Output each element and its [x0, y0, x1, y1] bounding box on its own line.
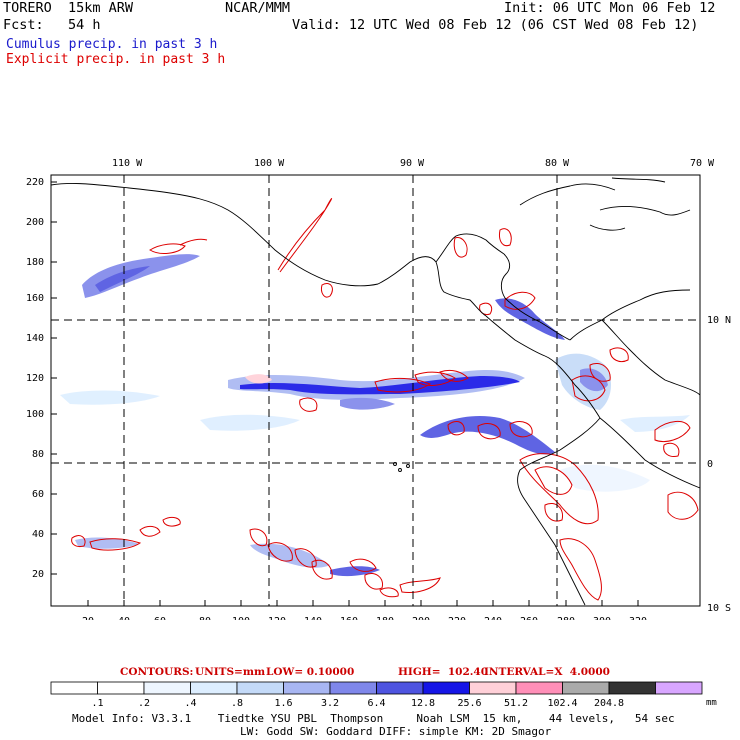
- x-tick-120: 120: [268, 616, 286, 620]
- x-tick-200: 200: [412, 616, 430, 620]
- x-tick-220: 220: [448, 616, 466, 620]
- colorbar-label: 3.2: [321, 698, 339, 709]
- footer: CONTOURS: UNITS=mm LOW= 0.10000 HIGH= 10…: [0, 660, 740, 740]
- x-tick-40: 40: [118, 616, 130, 620]
- lon-label-80w: 80 W: [545, 158, 570, 169]
- contours-interval: INTERVAL=X 4.0000: [484, 666, 610, 678]
- x-tick-60: 60: [154, 616, 166, 620]
- colorbar-swatch: [562, 681, 610, 695]
- contours-high: HIGH= 102.40: [398, 666, 489, 678]
- colorbar-swatch: [329, 681, 377, 695]
- colorbar-label: .2: [138, 698, 150, 709]
- x-tick-280: 280: [557, 616, 575, 620]
- lat-label-0: 0: [707, 459, 713, 470]
- model-info-line1: Model Info: V3.3.1 Tiedtke YSU PBL Thomp…: [72, 712, 675, 725]
- colorbar-swatch: [97, 681, 145, 695]
- colorbar-label: .4: [184, 698, 196, 709]
- x-tick-80: 80: [199, 616, 211, 620]
- lon-label-100w: 100 W: [254, 158, 285, 169]
- colorbar-label: 51.2: [504, 698, 528, 709]
- y-tick-140: 140: [26, 333, 44, 344]
- lon-label-110w: 110 W: [112, 158, 143, 169]
- y-tick-220: 220: [26, 177, 44, 188]
- contours-low: LOW= 0.10000: [266, 666, 355, 678]
- lon-label-70w: 70 W: [690, 158, 715, 169]
- colorbar-label: 102.4: [547, 698, 577, 709]
- colorbar-swatch: [236, 681, 284, 695]
- colorbar-swatch: [190, 681, 238, 695]
- y-tick-180: 180: [26, 257, 44, 268]
- y-tick-160: 160: [26, 293, 44, 304]
- colorbar-swatch: [469, 681, 517, 695]
- colorbar-unit: mm: [706, 698, 717, 708]
- contours-label: CONTOURS:: [120, 666, 194, 678]
- y-tick-100: 100: [26, 409, 44, 420]
- x-tick-180: 180: [376, 616, 394, 620]
- y-tick-200: 200: [26, 217, 44, 228]
- y-tick-marks: [51, 181, 57, 575]
- colorbar-swatch: [376, 681, 424, 695]
- forecast-hour: Fcst: 54 h: [3, 17, 101, 33]
- x-tick-marks: [87, 600, 639, 606]
- y-tick-80: 80: [32, 449, 44, 460]
- colorbar-swatch: [50, 681, 98, 695]
- coastlines: [50, 177, 701, 606]
- explicit-precip-contours: [71, 197, 699, 601]
- x-tick-20: 20: [82, 616, 94, 620]
- x-tick-240: 240: [484, 616, 502, 620]
- colorbar-swatch: [608, 681, 656, 695]
- graticule: [51, 175, 700, 606]
- colorbar-swatch: [655, 681, 703, 695]
- init-time: Init: 06 UTC Mon 06 Feb 12: [504, 0, 716, 16]
- cumulus-subtitle: Cumulus precip. in past 3 h: [6, 37, 218, 52]
- colorbar-label: .8: [231, 698, 243, 709]
- precip-map: 110 W 100 W 90 W 80 W 70 W: [26, 158, 731, 620]
- y-tick-120: 120: [26, 373, 44, 384]
- x-tick-160: 160: [340, 616, 358, 620]
- colorbar-label: 204.8: [594, 698, 624, 709]
- colorbar-swatch: [515, 681, 563, 695]
- model-title: TORERO 15km ARW: [3, 0, 134, 16]
- colorbar-label: .1: [91, 698, 103, 709]
- x-tick-140: 140: [304, 616, 322, 620]
- colorbar-label: 1.6: [274, 698, 292, 709]
- y-tick-40: 40: [32, 529, 44, 540]
- colorbar-swatch: [283, 681, 331, 695]
- explicit-subtitle: Explicit precip. in past 3 h: [6, 52, 226, 67]
- x-tick-300: 300: [593, 616, 611, 620]
- lat-label-10s: 10 S: [707, 603, 731, 614]
- colorbar-label: 25.6: [457, 698, 481, 709]
- x-tick-260: 260: [520, 616, 538, 620]
- y-tick-20: 20: [32, 569, 44, 580]
- org-label: NCAR/MMM: [225, 0, 291, 16]
- colorbar-label: 12.8: [411, 698, 435, 709]
- x-tick-320: 320: [629, 616, 647, 620]
- x-tick-100: 100: [232, 616, 250, 620]
- model-info-line2: LW: Godd SW: Goddard DIFF: simple KM: 2D…: [240, 725, 552, 738]
- lon-label-90w: 90 W: [400, 158, 425, 169]
- contours-units: UNITS=mm: [195, 666, 266, 678]
- colorbar-label: 6.4: [367, 698, 385, 709]
- colorbar-swatch: [422, 681, 470, 695]
- colorbar: .1.2.4.8 1.6 3.2 6.4 12.8 25.6 51.2 102.4 204.8 …: [50, 681, 717, 709]
- valid-time: Valid: 12 UTC Wed 08 Feb 12 (06 CST Wed …: [292, 17, 699, 33]
- colorbar-swatch: [143, 681, 191, 695]
- y-tick-60: 60: [32, 489, 44, 500]
- lat-label-10n: 10 N: [707, 315, 731, 326]
